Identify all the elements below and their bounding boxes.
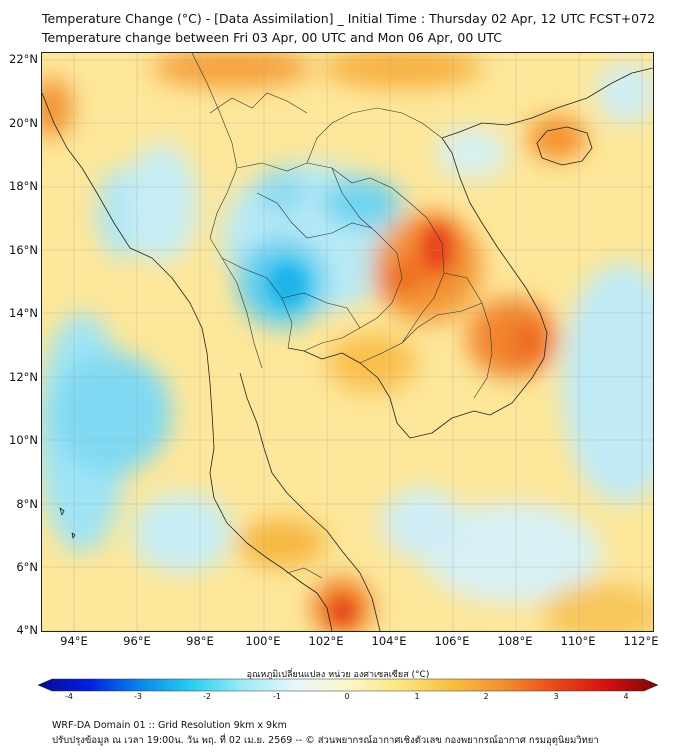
colorbar-bar <box>38 678 658 692</box>
lon-label: 98°E <box>186 634 214 648</box>
footer-model-info: WRF-DA Domain 01 :: Grid Resolution 9km … <box>52 720 287 731</box>
colorbar-tick: -1 <box>273 692 281 701</box>
colorbar-tick: -2 <box>203 692 211 701</box>
lat-label: 12°N <box>9 370 38 384</box>
lon-label: 112°E <box>623 634 659 648</box>
lat-label: 14°N <box>9 306 38 320</box>
temperature-field <box>42 53 653 631</box>
colorbar-tick: 4 <box>623 692 629 701</box>
colorbar-tick: 1 <box>414 692 420 701</box>
lon-label: 104°E <box>371 634 407 648</box>
lat-label: 20°N <box>9 116 38 130</box>
lat-label: 8°N <box>16 497 38 511</box>
lat-label: 18°N <box>9 179 38 193</box>
lat-label: 4°N <box>16 623 38 637</box>
lon-label: 94°E <box>60 634 88 648</box>
lon-label: 110°E <box>560 634 596 648</box>
coastlines <box>42 67 653 631</box>
colorbar-tick: -4 <box>65 692 73 701</box>
lat-label: 22°N <box>9 52 38 66</box>
footer-credit: ปรับปรุงข้อมูล ณ เวลา 19:00น. วัน พฤ. ที… <box>52 735 599 746</box>
country-borders <box>191 53 493 579</box>
colorbar-tick: 2 <box>483 692 489 701</box>
lon-label: 106°E <box>434 634 470 648</box>
lon-label: 102°E <box>308 634 344 648</box>
colorbar-tick: -3 <box>134 692 142 701</box>
lat-label: 16°N <box>9 243 38 257</box>
colorbar <box>38 678 658 692</box>
map-subtitle: Temperature change between Fri 03 Apr, 0… <box>42 30 503 45</box>
colorbar-tick: 0 <box>344 692 350 701</box>
lat-label: 10°N <box>9 433 38 447</box>
graticule <box>42 53 653 631</box>
map-title: Temperature Change (°C) - [Data Assimila… <box>42 11 656 26</box>
colorbar-label: อุณหภูมิเปลี่ยนแปลง หน่วย องศาเซลเซียส (… <box>246 670 430 680</box>
map-canvas <box>42 53 653 631</box>
lon-label: 100°E <box>245 634 281 648</box>
lon-label: 96°E <box>123 634 151 648</box>
lon-label: 108°E <box>497 634 533 648</box>
temperature-change-map <box>41 52 654 632</box>
lat-label: 6°N <box>16 560 38 574</box>
colorbar-tick: 3 <box>553 692 559 701</box>
